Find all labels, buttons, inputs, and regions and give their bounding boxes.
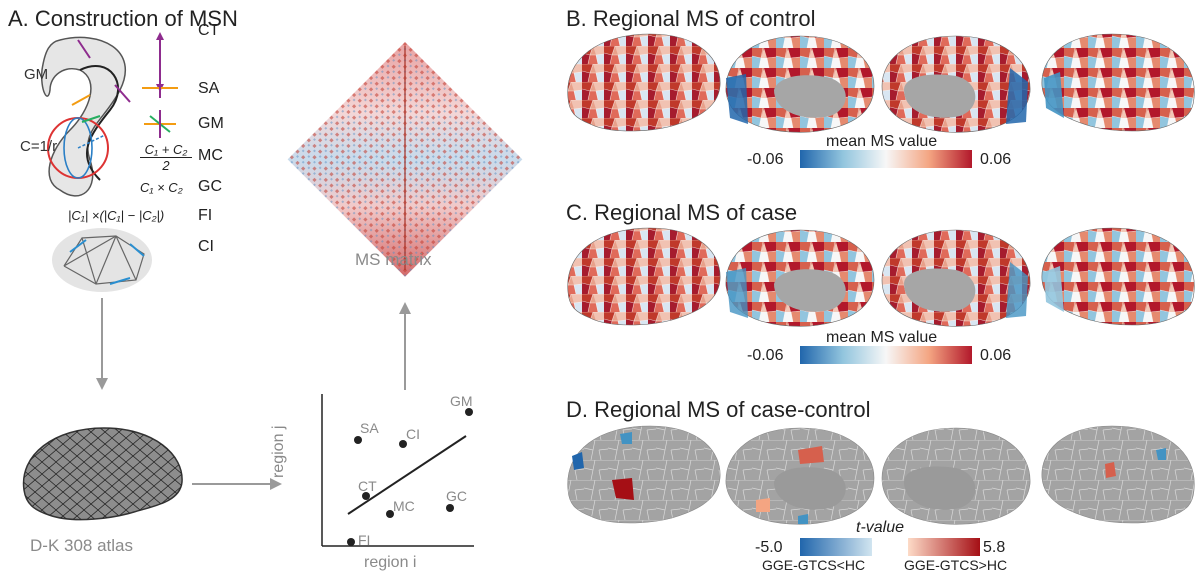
gm-label: GM xyxy=(24,66,49,83)
point-label-gc: GC xyxy=(446,488,467,504)
point-label-mc: MC xyxy=(393,498,415,514)
atlas-brain xyxy=(22,427,183,521)
point-gm xyxy=(465,408,473,416)
panel-d-neg-label: GGE-GTCS<HC xyxy=(762,557,866,573)
point-gc xyxy=(446,504,454,512)
brain-c-lateral-left xyxy=(567,227,721,326)
panel-c-cbar-min: -0.06 xyxy=(747,347,784,364)
panel-c-cbar-max: 0.06 xyxy=(980,347,1012,364)
gc-formula: C₁ × C₂ xyxy=(140,180,183,195)
fi-formula: |C₁| ×(|C₁| − |C₂|) xyxy=(68,208,165,223)
point-label-sa: SA xyxy=(360,420,379,436)
panel-c-cbar-title: mean MS value xyxy=(826,329,938,346)
panel-d-title: D. Regional MS of case-control xyxy=(566,397,871,422)
brain-c-lateral-right xyxy=(1041,227,1195,326)
feature-sa: SA xyxy=(198,80,220,97)
mc-formula-numerator: C₁ + C₂ xyxy=(140,142,192,158)
panel-d-neg-min: -5.0 xyxy=(755,539,783,556)
brain-b-lateral-right xyxy=(1041,33,1195,132)
mc-formula-denominator: 2 xyxy=(162,158,170,173)
cortex-schematic xyxy=(40,36,131,197)
point-label-gm: GM xyxy=(450,393,473,409)
point-mc xyxy=(386,510,394,518)
panel-d-pos-label: GGE-GTCS>HC xyxy=(904,557,1008,573)
mesh-icon xyxy=(52,228,152,292)
scatter-ylabel: region j xyxy=(270,425,287,478)
panel-d-neg-colorbar xyxy=(800,538,872,556)
brain-b-lateral-left xyxy=(567,33,721,132)
panel-d-pos-colorbar xyxy=(908,538,980,556)
scatter-plot xyxy=(321,394,474,547)
panel-d-brains xyxy=(567,425,1195,525)
panel-b-cbar-max: 0.06 xyxy=(980,151,1012,168)
panel-b-cbar-title: mean MS value xyxy=(826,133,938,150)
feature-icons xyxy=(142,32,178,138)
brain-d-lateral-right xyxy=(1041,425,1195,524)
feature-gm: GM xyxy=(198,115,224,132)
panel-c-brains xyxy=(567,227,1195,327)
matrix-label: MS matrix xyxy=(355,250,432,269)
panel-d-pos-max: 5.8 xyxy=(983,539,1006,556)
point-ct xyxy=(362,492,370,500)
feature-mc: MC xyxy=(198,147,223,164)
panel-b-title: B. Regional MS of control xyxy=(566,6,816,31)
panel-b-cbar-min: -0.06 xyxy=(747,151,784,168)
brain-d-lateral-left xyxy=(567,425,721,524)
feature-fi: FI xyxy=(198,207,213,224)
point-label-ct: CT xyxy=(358,478,377,494)
point-label-fi: FI xyxy=(358,532,371,548)
panel-c-title: C. Regional MS of case xyxy=(566,200,798,225)
feature-ct: CT xyxy=(198,22,220,39)
flow-arrows xyxy=(96,298,411,490)
panel-b-colorbar xyxy=(800,150,972,168)
point-fi xyxy=(347,538,355,546)
panel-d-cbar-title: t-value xyxy=(856,519,905,536)
point-sa xyxy=(354,436,362,444)
curvature-label: C=1/r xyxy=(20,138,58,155)
panel-c-colorbar xyxy=(800,346,972,364)
atlas-label: D-K 308 atlas xyxy=(30,536,133,555)
feature-ci: CI xyxy=(198,238,214,255)
fit-line xyxy=(347,435,467,515)
point-ci xyxy=(399,440,407,448)
panel-a-title: A. Construction of MSN xyxy=(8,6,238,31)
scatter-xlabel: region i xyxy=(364,554,417,571)
panel-b-brains xyxy=(567,33,1195,133)
feature-gc: GC xyxy=(198,178,222,195)
point-label-ci: CI xyxy=(406,426,420,442)
ms-matrix xyxy=(287,42,523,277)
